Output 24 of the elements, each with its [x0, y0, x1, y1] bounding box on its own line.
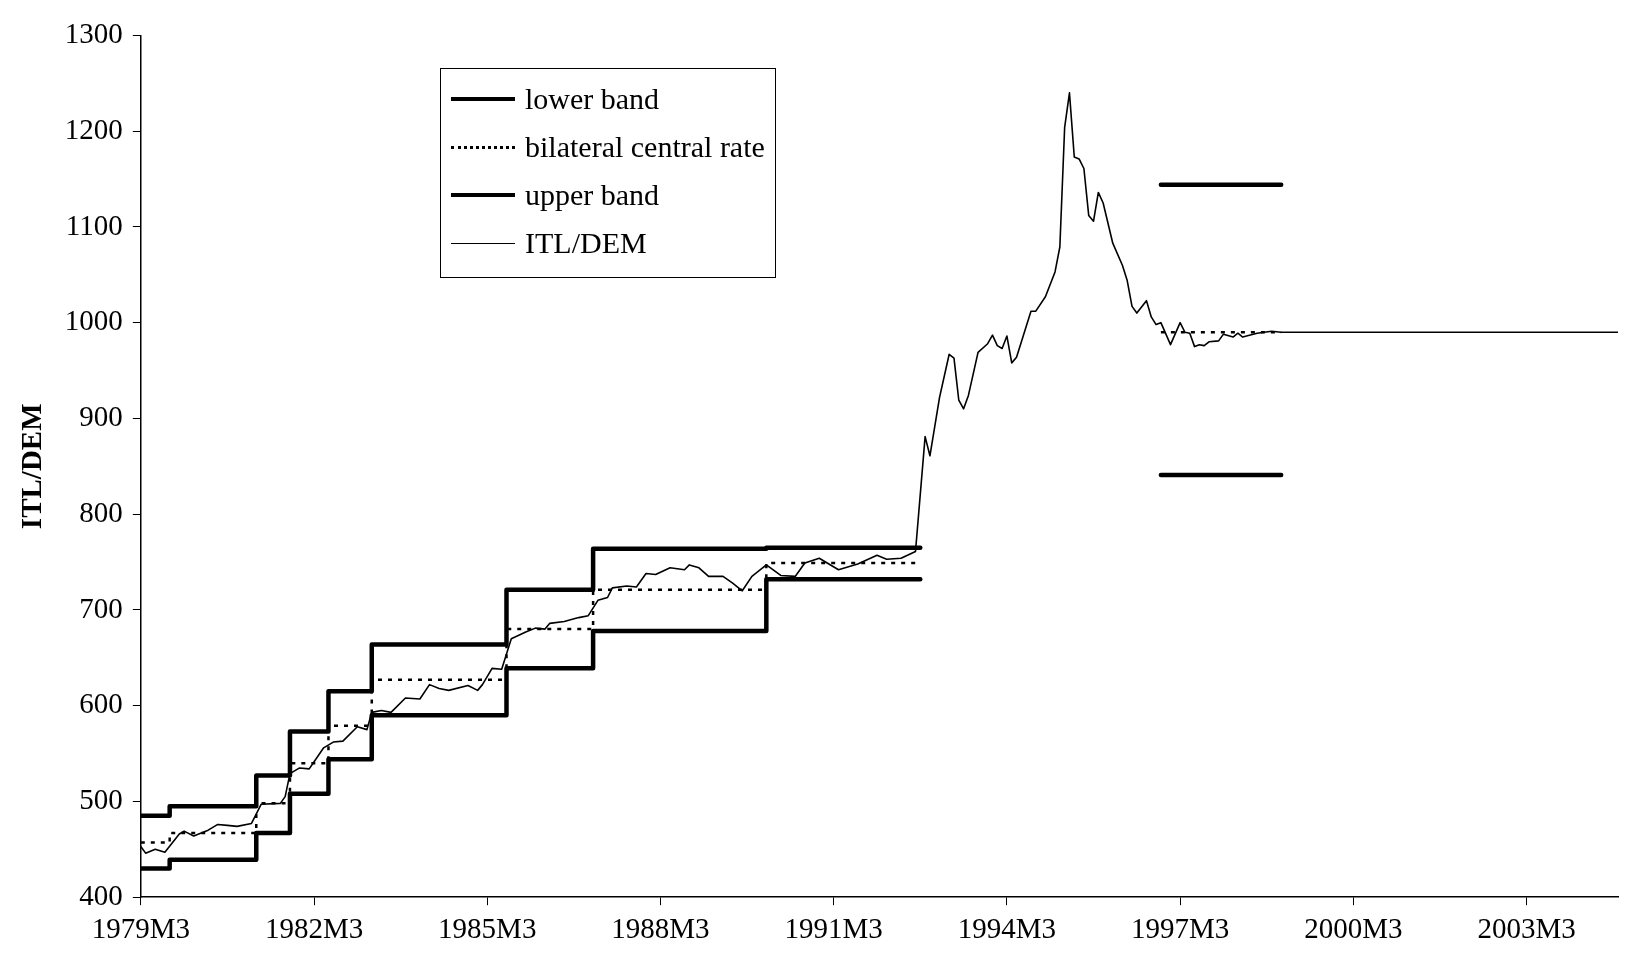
- y-tick-label: 1000: [64, 304, 123, 337]
- x-tick-label: 1988M3: [611, 912, 710, 945]
- x-tick-label: 1985M3: [438, 912, 537, 945]
- y-tick-label: 900: [79, 400, 123, 433]
- x-tick-label: 1982M3: [264, 912, 364, 945]
- y-tick-label: 1100: [65, 208, 123, 241]
- y-axis-title: ITL/DEM: [14, 403, 47, 530]
- x-tick-label: 2003M3: [1477, 912, 1576, 945]
- legend-label: upper band: [525, 178, 660, 212]
- y-tick-label: 600: [79, 687, 123, 720]
- legend-label: lower band: [525, 82, 660, 116]
- x-tick-label: 2000M3: [1304, 912, 1403, 945]
- legend-label: bilateral central rate: [525, 130, 765, 164]
- x-tick-label: 1979M3: [91, 912, 190, 945]
- y-tick-label: 700: [79, 591, 123, 624]
- x-tick-label: 1997M3: [1130, 912, 1230, 945]
- y-tick-label: 800: [79, 495, 123, 528]
- y-tick-label: 1200: [64, 112, 123, 145]
- legend-label: ITL/DEM: [525, 226, 647, 260]
- y-tick-label: 500: [79, 783, 123, 816]
- x-tick-label: 1991M3: [784, 912, 883, 945]
- y-tick-label: 400: [79, 878, 123, 911]
- x-tick-label: 1994M3: [957, 912, 1057, 945]
- y-tick-label: 1300: [64, 17, 123, 50]
